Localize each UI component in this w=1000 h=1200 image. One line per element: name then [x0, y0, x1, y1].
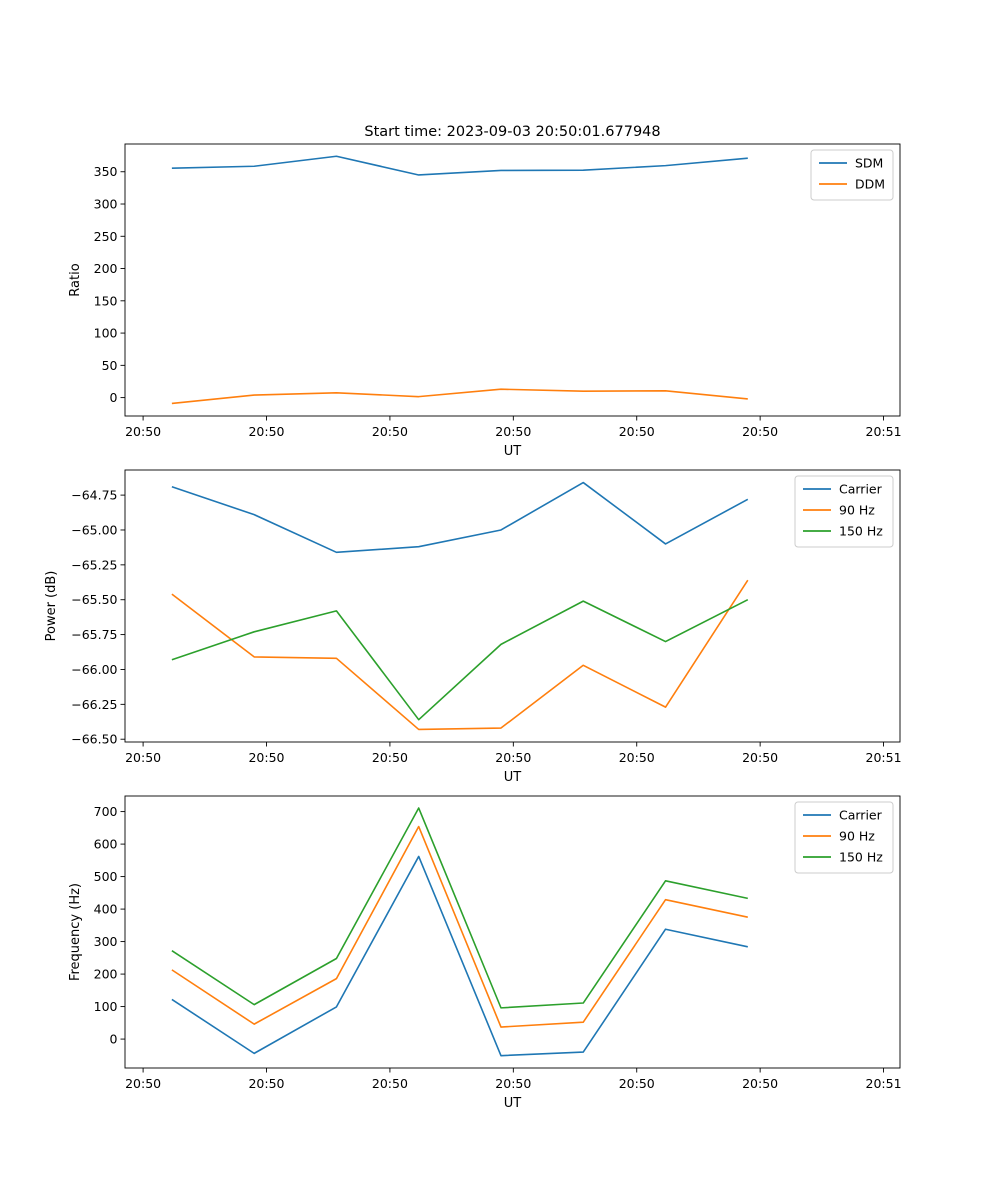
legend-label: 150 Hz: [839, 850, 883, 865]
chart-panel-2: 20:50 20:50 20:50 20:50 20:50 20:50 20:51 −66.5…: [44, 469, 902, 785]
x-tick-label: 20:51: [866, 1076, 902, 1091]
legend-box: [794, 475, 894, 548]
legend-label: Carrier: [839, 482, 883, 497]
legend: Carrier 90 Hz 150 Hz: [794, 475, 894, 548]
x-tick-label: 20:50: [248, 424, 284, 439]
y-tick-label: 100: [94, 999, 118, 1014]
y-tick-label: −66.00: [71, 662, 117, 677]
x-tick-label: 20:50: [495, 750, 531, 765]
legend: SDM DDM: [810, 149, 894, 201]
y-axis-label: Ratio: [68, 263, 83, 296]
x-tick-label: 20:50: [742, 1076, 778, 1091]
y-tick-label: −66.25: [71, 697, 117, 712]
y-tick-label: −65.75: [71, 627, 117, 642]
x-tick-label: 20:50: [619, 750, 655, 765]
y-tick-label: −66.50: [71, 732, 117, 747]
y-tick-label: 0: [110, 390, 118, 405]
x-tick-label: 20:50: [742, 424, 778, 439]
series-line-ddm: [171, 388, 748, 405]
x-tick-label: 20:50: [372, 1076, 408, 1091]
x-tick-label: 20:50: [248, 1076, 284, 1091]
legend-box: [794, 801, 894, 874]
x-tick-label: 20:50: [495, 424, 531, 439]
axes-frame: [124, 143, 901, 417]
x-tick-label: 20:50: [125, 1076, 161, 1091]
y-tick-label: 300: [94, 197, 118, 212]
series-line-carrier: [171, 481, 749, 554]
chart-panel-1: 20:50 20:50 20:50 20:50 20:50 20:50 20:51 0 50 10…: [68, 143, 902, 459]
x-tick-label: 20:50: [248, 750, 284, 765]
x-tick-label: 20:50: [372, 424, 408, 439]
y-tick-label: −64.75: [71, 488, 117, 503]
y-tick-label: 150: [94, 293, 118, 308]
x-tick-label: 20:50: [372, 750, 408, 765]
legend-label: 150 Hz: [839, 524, 883, 539]
x-tick-label: 20:50: [619, 1076, 655, 1091]
y-tick-label: 400: [94, 902, 118, 917]
y-tick-label: −65.25: [71, 557, 117, 572]
x-tick-label: 20:51: [866, 424, 902, 439]
legend: Carrier 90 Hz 150 Hz: [794, 801, 894, 874]
y-tick-label: −65.50: [71, 592, 117, 607]
legend-label: DDM: [855, 177, 885, 192]
axes-frame: [124, 795, 901, 1069]
series-line-150-hz: [171, 807, 748, 1009]
x-tick-label: 20:50: [125, 750, 161, 765]
y-tick-label: 500: [94, 869, 118, 884]
y-tick-label: 600: [94, 837, 118, 852]
chart-title: Start time: 2023-09-03 20:50:01.677948: [364, 124, 660, 140]
x-tick-label: 20:50: [742, 750, 778, 765]
legend-label: 90 Hz: [839, 503, 875, 518]
series-line-sdm: [171, 155, 748, 176]
x-axis-label: UT: [504, 770, 522, 785]
legend-label: Carrier: [839, 808, 883, 823]
legend-label: SDM: [855, 156, 883, 171]
y-tick-label: 250: [94, 229, 118, 244]
y-tick-label: 0: [110, 1032, 118, 1047]
y-tick-label: 300: [94, 934, 118, 949]
chart-panel-3: 20:50 20:50 20:50 20:50 20:50 20:50 20:51 0 100 2…: [68, 795, 902, 1111]
y-axis-label: Power (dB): [44, 571, 59, 642]
axes-frame: [124, 469, 901, 743]
y-tick-label: 100: [94, 326, 118, 341]
x-tick-label: 20:50: [495, 1076, 531, 1091]
series-line-carrier: [171, 855, 748, 1057]
x-tick-label: 20:50: [619, 424, 655, 439]
x-tick-label: 20:50: [125, 424, 161, 439]
y-tick-label: 700: [94, 804, 118, 819]
y-axis-label: Frequency (Hz): [68, 883, 83, 981]
y-tick-label: 200: [94, 261, 118, 276]
y-tick-label: 50: [102, 358, 118, 373]
series-line-150-hz: [171, 599, 749, 721]
legend-label: 90 Hz: [839, 829, 875, 844]
y-tick-label: 200: [94, 967, 118, 982]
x-axis-label: UT: [504, 1096, 522, 1111]
series-line-90-hz: [171, 825, 748, 1028]
y-tick-label: −65.00: [71, 522, 117, 537]
y-tick-label: 350: [94, 164, 118, 179]
x-axis-label: UT: [504, 444, 522, 459]
x-tick-label: 20:51: [866, 750, 902, 765]
series-line-90-hz: [171, 579, 749, 731]
